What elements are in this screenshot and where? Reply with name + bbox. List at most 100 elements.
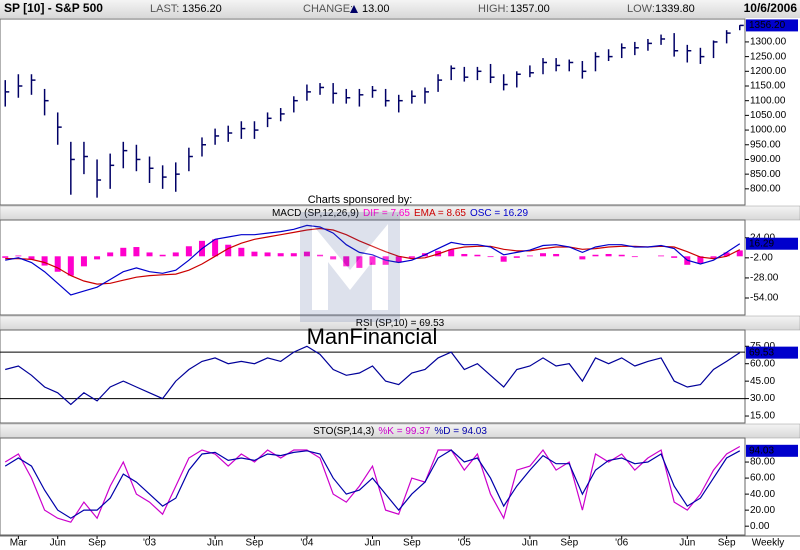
y-tick-label: 1300.00: [750, 37, 787, 48]
indicator-line: [5, 224, 741, 296]
histogram-bar: [120, 247, 127, 257]
last-value-box: [746, 237, 798, 250]
legend-entry: %D = 94.03: [434, 426, 487, 437]
y-tick-label: 15.00: [750, 411, 775, 422]
indicator-line: [4, 449, 741, 519]
histogram-bar: [395, 256, 402, 263]
indicator-line: [5, 345, 741, 406]
histogram-bar: [277, 253, 284, 257]
sponsor-text: Charts sponsored by:: [308, 194, 413, 206]
histogram-bar: [461, 253, 468, 257]
y-tick-label: 1000.00: [750, 125, 787, 136]
y-tick-label: 80.00: [750, 457, 775, 468]
histogram-bar: [80, 256, 87, 267]
histogram-bar: [540, 253, 547, 257]
histogram-bar: [28, 256, 35, 260]
legend-entry: EMA = 8.65: [414, 208, 466, 219]
histogram-bar: [172, 252, 179, 257]
histogram-bar: [2, 256, 9, 258]
panel-title: STO(SP,14,3) %K = 99.37 %D = 94.03: [313, 426, 487, 437]
last-value: 1356.20: [182, 3, 222, 15]
last-value-label: 1356.20: [749, 20, 786, 31]
y-tick-label: 75.00: [750, 341, 775, 352]
x-tick-label: '04: [300, 538, 313, 549]
indicator-line: [5, 227, 741, 285]
histogram-bar: [54, 256, 61, 272]
histogram-bar: [448, 249, 455, 257]
x-tick-label: Sep: [246, 538, 264, 549]
y-tick-label: 60.00: [750, 473, 775, 484]
histogram-bar: [658, 255, 665, 257]
low-value: 1339.80: [655, 3, 695, 15]
histogram-bar: [618, 254, 625, 257]
legend-entry: %K = 99.37: [378, 426, 430, 437]
histogram-bar: [238, 247, 245, 257]
histogram-bar: [671, 256, 678, 258]
y-tick-label: 1050.00: [750, 110, 787, 121]
histogram-bar: [631, 256, 638, 258]
histogram-bar: [697, 256, 704, 264]
plot-area: [0, 18, 746, 206]
up-arrow: [350, 5, 358, 13]
x-tick-label: Sep: [403, 538, 421, 549]
histogram-bar: [474, 254, 481, 257]
last-value-label: 16.29: [749, 238, 774, 249]
histogram-bar: [107, 252, 114, 257]
y-tick-label: -54.00: [750, 293, 779, 304]
logo-text: ManFinancial: [307, 324, 438, 349]
y-tick-label: 20.00: [750, 505, 775, 516]
y-tick-label: 40.00: [750, 489, 775, 500]
panel-title-text: RSI (SP,10) = 69.53: [356, 318, 445, 329]
change-label: CHANGE:: [303, 3, 353, 15]
x-tick-label: Mar: [10, 538, 28, 549]
y-tick-label: 1200.00: [750, 66, 787, 77]
histogram-bar: [723, 252, 730, 257]
plot-area: [0, 329, 746, 424]
histogram-bar: [710, 256, 717, 258]
last-label: LAST:: [150, 3, 179, 15]
last-value-box: [746, 346, 798, 359]
panel-title: RSI (SP,10) = 69.53: [356, 318, 445, 329]
last-value-label: 69.53: [749, 347, 774, 358]
histogram-bar: [146, 252, 153, 257]
histogram-bar: [513, 256, 520, 258]
last-value-box: [746, 444, 798, 457]
y-tick-label: 950.00: [750, 139, 781, 150]
histogram-bar: [592, 254, 599, 257]
histogram-bar: [303, 251, 310, 257]
plot-area: [0, 219, 746, 316]
histogram-bar: [133, 247, 140, 257]
histogram-bar: [159, 254, 166, 257]
histogram-bar: [41, 256, 48, 266]
y-tick-label: 1150.00: [750, 81, 786, 92]
legend-entry: DIF = 7.65: [363, 208, 410, 219]
y-tick-label: 1250.00: [750, 51, 787, 62]
x-tick-label: Sep: [718, 538, 736, 549]
x-tick-label: '05: [458, 538, 471, 549]
x-tick-label: '06: [615, 538, 628, 549]
y-tick-label: 850.00: [750, 169, 781, 180]
y-tick-label: -2.00: [750, 252, 773, 263]
high-value: 1357.00: [510, 3, 550, 15]
y-tick-label: 45.00: [750, 376, 775, 387]
panel-title: MACD (SP,12,26,9) DIF = 7.65 EMA = 8.65 OSC…: [272, 208, 529, 219]
histogram-bar: [67, 256, 74, 276]
x-tick-label: Jun: [50, 538, 66, 549]
histogram-bar: [317, 254, 324, 257]
x-tick-label: Jun: [207, 538, 223, 549]
header-bar: [0, 0, 800, 18]
panel-title-text: MACD (SP,12,26,9): [272, 208, 359, 219]
histogram-bar: [330, 256, 337, 260]
change-value: 13.00: [362, 3, 390, 15]
y-tick-label: 60.00: [750, 358, 775, 369]
x-tick-label: '03: [143, 538, 156, 549]
indicator-line: [4, 445, 741, 523]
histogram-bar: [290, 253, 297, 257]
high-label: HIGH:: [478, 3, 509, 15]
x-tick-label: Jun: [522, 538, 538, 549]
histogram-bar: [343, 256, 350, 267]
histogram-bar: [356, 256, 363, 268]
y-tick-label: 800.00: [750, 183, 781, 194]
panel-title-text: STO(SP,14,3): [313, 426, 374, 437]
y-tick-label: 900.00: [750, 154, 781, 165]
